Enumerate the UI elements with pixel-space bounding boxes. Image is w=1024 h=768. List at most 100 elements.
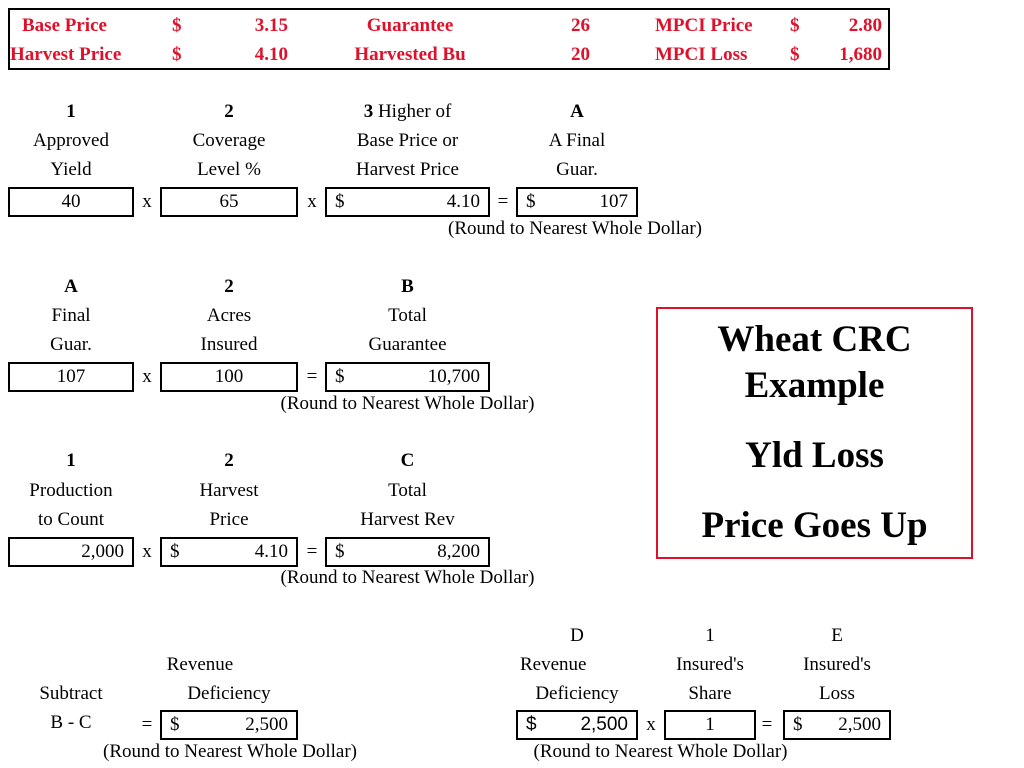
- step2-col3-number: B: [401, 276, 414, 297]
- step1-col2-label1: Coverage: [192, 130, 266, 151]
- insured-share-value: 1: [705, 714, 715, 735]
- harvest-price-currency: $: [172, 44, 182, 65]
- base-price-label: Base Price: [22, 15, 107, 36]
- example-callout: Wheat CRC Example Yld Loss Price Goes Up: [656, 307, 973, 559]
- step1-col4-label1: A Final: [548, 130, 606, 151]
- insured-loss-field[interactable]: $2,500: [783, 710, 891, 740]
- revenue-deficiency-label1: Revenue: [166, 654, 234, 675]
- step1-col1-label1: Approved: [33, 130, 109, 151]
- total-guarantee-field[interactable]: $10,700: [325, 362, 490, 392]
- share-label2: Share: [688, 683, 732, 704]
- harvest-price-field-currency: $: [170, 541, 180, 562]
- total-guarantee-currency: $: [335, 366, 345, 387]
- total-harvest-rev-field[interactable]: $8,200: [325, 537, 490, 567]
- revenue-deficiency-value: 2,500: [245, 714, 288, 735]
- step1-col1-number: 1: [66, 101, 76, 122]
- step2-col1-label1: Final: [51, 305, 91, 326]
- insured-loss-value: 2,500: [838, 714, 881, 735]
- d-number: D: [570, 625, 584, 646]
- step3-col2-number: 2: [224, 450, 234, 471]
- step3-round-note: (Round to Nearest Whole Dollar): [280, 567, 535, 588]
- step1-round-note: (Round to Nearest Whole Dollar): [448, 218, 702, 239]
- insured-share-field[interactable]: 1: [664, 710, 756, 740]
- revenue-deficiency-label2: Deficiency: [187, 683, 271, 704]
- equals-operator: =: [141, 714, 153, 735]
- approved-yield-field[interactable]: 40: [8, 187, 134, 217]
- d-revenue-deficiency-field[interactable]: $2,500: [516, 710, 638, 740]
- guarantee-value: 26: [571, 15, 590, 36]
- step2-round-note: (Round to Nearest Whole Dollar): [280, 393, 535, 414]
- e-label2: Loss: [819, 683, 855, 704]
- acres-insured-value: 100: [214, 366, 244, 387]
- step2-col3-label2: Guarantee: [368, 334, 447, 355]
- multiply-operator: x: [142, 541, 152, 562]
- multiply-operator: x: [142, 366, 152, 387]
- e-label1: Insured's: [803, 654, 871, 675]
- step1-col3-label1: Base Price or: [356, 130, 459, 151]
- step3-col3-label2: Harvest Rev: [360, 509, 455, 530]
- harvested-bu-label: Harvested Bu: [354, 44, 466, 65]
- callout-line3: Yld Loss: [745, 435, 884, 476]
- step2-col2-label1: Acres: [206, 305, 252, 326]
- e-number: E: [831, 625, 843, 646]
- d-label2: Deficiency: [535, 683, 619, 704]
- step2-col1-label2: Guar.: [50, 334, 92, 355]
- total-harvest-rev-value: 8,200: [437, 541, 480, 562]
- step3-col2-label2: Price: [209, 509, 249, 530]
- step1-col3-label2: Harvest Price: [356, 159, 459, 180]
- harvest-price-label: Harvest Price: [10, 44, 122, 65]
- step1-col2-number: 2: [224, 101, 234, 122]
- multiply-operator: x: [142, 191, 152, 212]
- summary-header: Base Price $ 3.15 Guarantee 26 MPCI Pric…: [8, 8, 890, 70]
- step3-col1-label1: Production: [29, 480, 113, 501]
- acres-insured-field[interactable]: 100: [160, 362, 298, 392]
- multiply-operator: x: [307, 191, 317, 212]
- d-value: 2,500: [580, 714, 628, 735]
- harvest-price-field-value: 4.10: [254, 541, 288, 562]
- revenue-deficiency-field[interactable]: $2,500: [160, 710, 298, 740]
- guarantee-label: Guarantee: [366, 15, 454, 36]
- step3-col3-number: C: [400, 450, 415, 471]
- step1-col4-label2: Guar.: [556, 159, 598, 180]
- step1-col1-label2: Yield: [50, 159, 92, 180]
- subtract-label: Subtract: [39, 683, 103, 704]
- step3-col3-label1: Total: [388, 480, 427, 501]
- step1-col2-label2: Level %: [197, 159, 261, 180]
- callout-line2: Example: [744, 365, 885, 406]
- final-guar-field[interactable]: 107: [8, 362, 134, 392]
- subtract-formula: B - C: [50, 712, 92, 733]
- step3-col1-label2: to Count: [38, 509, 104, 530]
- share-number: 1: [705, 625, 715, 646]
- harvest-price-value: 4.10: [254, 44, 288, 65]
- step2-col1-number: A: [64, 276, 78, 297]
- base-price-value: 3.15: [254, 15, 288, 36]
- share-label1: Insured's: [676, 654, 744, 675]
- insured-loss-currency: $: [793, 714, 803, 735]
- step3-col1-number: 1: [66, 450, 76, 471]
- harvest-price-field[interactable]: $4.10: [160, 537, 298, 567]
- step1-col3-number-suffix: Higher of: [373, 101, 452, 122]
- final-guarantee-field[interactable]: $107: [516, 187, 638, 217]
- equals-operator: =: [306, 541, 318, 562]
- step4-right-round-note: (Round to Nearest Whole Dollar): [533, 741, 788, 762]
- equals-operator: =: [761, 714, 773, 735]
- mpci-loss-currency: $: [790, 44, 800, 65]
- step2-col2-number: 2: [224, 276, 234, 297]
- equals-operator: =: [306, 366, 318, 387]
- final-guar-value: 107: [56, 366, 86, 387]
- base-price-currency: $: [172, 15, 182, 36]
- step2-col2-label2: Insured: [200, 334, 258, 355]
- multiply-operator: x: [646, 714, 656, 735]
- higher-price-field[interactable]: $4.10: [325, 187, 490, 217]
- callout-line1: Wheat CRC: [717, 319, 912, 360]
- step2-col3-label1: Total: [388, 305, 427, 326]
- step4-left-round-note: (Round to Nearest Whole Dollar): [103, 741, 357, 762]
- harvested-bu-value: 20: [571, 44, 590, 65]
- d-currency: $: [526, 714, 537, 735]
- production-to-count-field[interactable]: 2,000: [8, 537, 134, 567]
- step1-col4-number: A: [570, 101, 584, 122]
- production-to-count-value: 2,000: [81, 541, 124, 562]
- total-guarantee-value: 10,700: [427, 366, 480, 387]
- higher-price-currency: $: [335, 191, 345, 212]
- coverage-level-field[interactable]: 65: [160, 187, 298, 217]
